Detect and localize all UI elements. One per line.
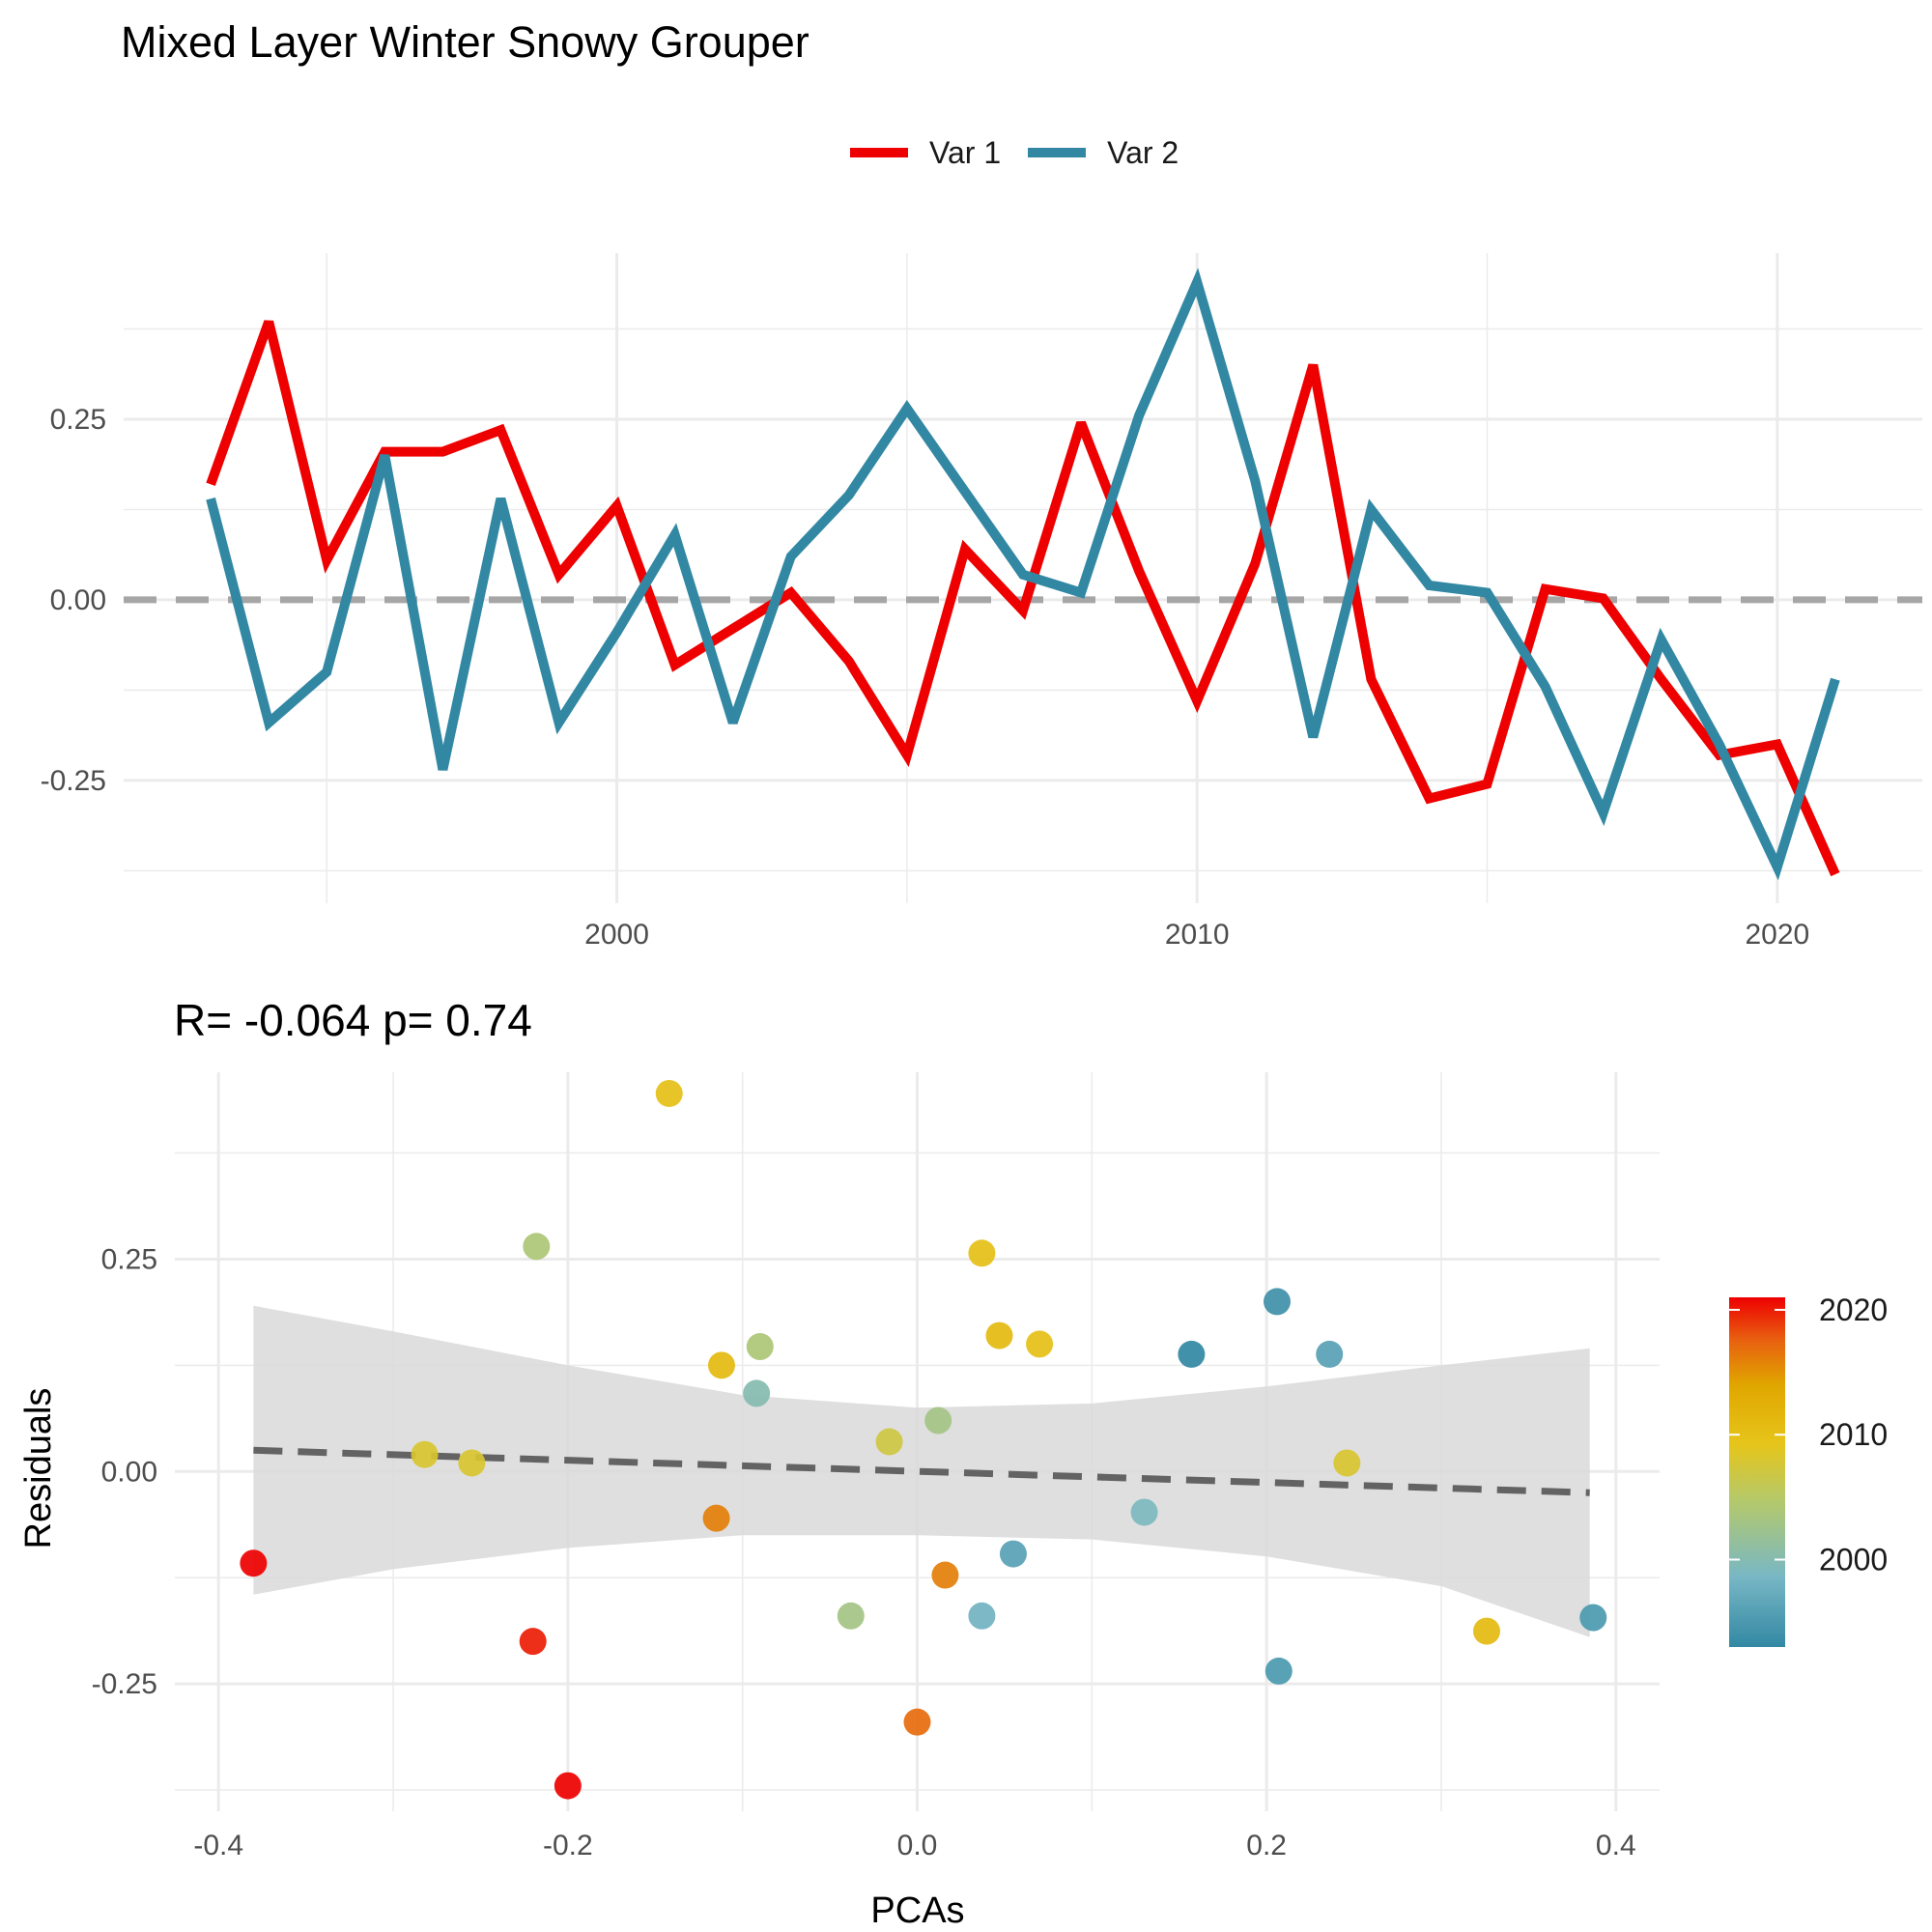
scatter-point bbox=[458, 1449, 486, 1477]
scatter-point bbox=[968, 1239, 996, 1267]
y-tick-label: 0.25 bbox=[50, 404, 106, 436]
x-axis-title: PCAs bbox=[870, 1890, 964, 1931]
scatter-point bbox=[875, 1428, 903, 1456]
scatter-panel: R= -0.064 p= 0.74 PCAs Residuals -0.4 -0.… bbox=[18, 995, 1660, 1931]
x-tick-label: 2000 bbox=[584, 919, 649, 951]
x-tick-label: 2020 bbox=[1745, 919, 1809, 951]
colorbar-gradient bbox=[1729, 1297, 1785, 1647]
colorbar-label: 2000 bbox=[1819, 1543, 1888, 1577]
chart-title: Mixed Layer Winter Snowy Grouper bbox=[121, 17, 810, 67]
scatter-point bbox=[1263, 1288, 1291, 1316]
scatter-point bbox=[1579, 1604, 1607, 1632]
scatter-point bbox=[1178, 1340, 1206, 1368]
scatter-point bbox=[746, 1333, 774, 1361]
series-line-var2 bbox=[206, 268, 1840, 881]
scatter-point bbox=[240, 1549, 268, 1577]
scatter-point bbox=[999, 1540, 1027, 1568]
scatter-point bbox=[707, 1351, 735, 1379]
x-tick-label: 0.2 bbox=[1246, 1830, 1287, 1861]
y-tick-label: 0.25 bbox=[101, 1243, 157, 1275]
colorbar: 2020 2010 2000 bbox=[1729, 1293, 1888, 1647]
y-tick-label: 0.00 bbox=[101, 1456, 157, 1488]
scatter-point bbox=[702, 1504, 730, 1532]
time-series-panel: 2000 2010 2020 0.25 0.00 -0.25 bbox=[41, 253, 1922, 951]
x-tick-label: -0.4 bbox=[193, 1830, 243, 1861]
scatter-point bbox=[1130, 1498, 1158, 1526]
scatter-point bbox=[903, 1708, 931, 1736]
scatter-point bbox=[1316, 1340, 1344, 1368]
scatter-point bbox=[519, 1628, 547, 1656]
scatter-point bbox=[837, 1602, 865, 1630]
scatter-point bbox=[1333, 1449, 1361, 1477]
x-tick-label: 0.0 bbox=[897, 1830, 938, 1861]
y-tick-label: -0.25 bbox=[92, 1668, 157, 1700]
scatter-point bbox=[924, 1406, 952, 1435]
legend-key-var1 bbox=[850, 148, 908, 157]
scatter-point bbox=[1026, 1330, 1054, 1358]
scatter-point bbox=[931, 1561, 959, 1589]
scatter-point bbox=[554, 1772, 582, 1800]
scatter-point bbox=[985, 1321, 1013, 1350]
x-tick-label: -0.2 bbox=[543, 1830, 593, 1861]
legend-label-var1: Var 1 bbox=[929, 134, 1002, 170]
x-tick-label: 2010 bbox=[1165, 919, 1230, 951]
scatter-point bbox=[743, 1379, 771, 1407]
scatter-point bbox=[523, 1233, 551, 1261]
x-tick-label: 0.4 bbox=[1596, 1830, 1636, 1861]
scatter-point bbox=[655, 1079, 683, 1107]
series-line-var1 bbox=[206, 320, 1840, 877]
y-tick-label: 0.00 bbox=[50, 584, 106, 616]
colorbar-label: 2010 bbox=[1819, 1417, 1888, 1452]
legend-item-var1: Var 1 bbox=[850, 135, 1001, 171]
y-tick-label: -0.25 bbox=[41, 765, 106, 797]
scatter-subtitle: R= -0.064 p= 0.74 bbox=[174, 995, 532, 1045]
y-axis-title: Residuals bbox=[18, 1388, 59, 1549]
legend-item-var2: Var 2 bbox=[1028, 135, 1179, 171]
scatter-point bbox=[411, 1440, 439, 1468]
scatter-point bbox=[968, 1602, 996, 1630]
legend-label-var2: Var 2 bbox=[1107, 134, 1179, 170]
legend-key-var2 bbox=[1028, 148, 1087, 157]
colorbar-label: 2020 bbox=[1819, 1293, 1888, 1327]
legend: Var 1 Var 2 bbox=[850, 133, 1206, 172]
scatter-point bbox=[1472, 1617, 1500, 1645]
scatter-point bbox=[1264, 1657, 1293, 1685]
